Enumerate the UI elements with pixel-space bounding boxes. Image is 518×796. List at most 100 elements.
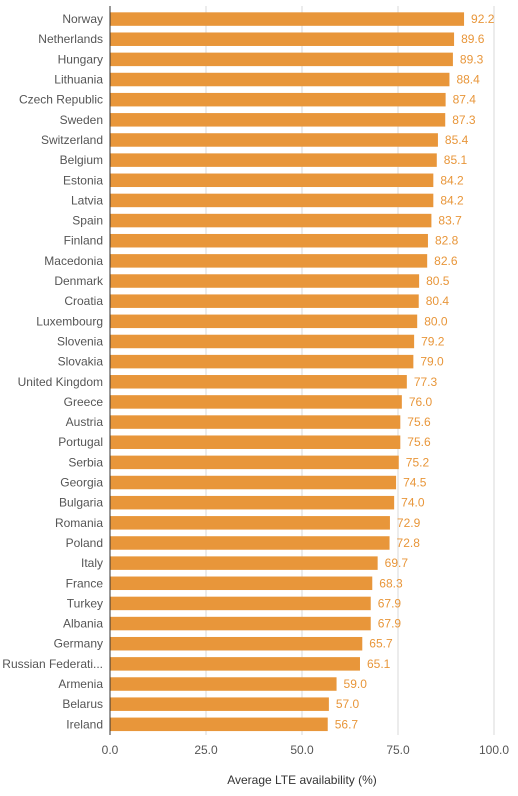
value-label: 57.0	[336, 697, 360, 711]
bar	[110, 415, 401, 429]
bar	[110, 274, 420, 288]
bar	[110, 516, 390, 530]
bar	[110, 133, 438, 147]
value-label: 89.3	[460, 52, 484, 66]
category-labels: Norway Netherlands Hungary Lithuania Czech R…	[2, 12, 104, 731]
category-label: Czech Republic	[19, 93, 103, 107]
bar	[110, 12, 465, 26]
bar	[110, 113, 446, 127]
category-label: Macedonia	[44, 254, 103, 268]
value-label: 82.6	[434, 254, 458, 268]
value-label: 72.8	[397, 536, 421, 550]
category-label: Italy	[81, 556, 103, 570]
bar	[110, 576, 373, 591]
value-label: 82.8	[435, 234, 459, 248]
value-label: 77.3	[414, 375, 438, 389]
value-label: 74.5	[403, 476, 427, 490]
value-label: 67.9	[378, 596, 402, 610]
category-label: Armenia	[58, 677, 103, 691]
bar	[110, 556, 378, 570]
value-label: 89.6	[461, 32, 485, 46]
bar	[110, 636, 363, 651]
bar	[110, 536, 390, 550]
bar	[110, 354, 414, 369]
category-label: Hungary	[58, 52, 103, 66]
value-label: 87.3	[452, 113, 476, 127]
x-axis-title: Average LTE availability (%)	[227, 773, 377, 787]
value-label: 68.3	[379, 576, 403, 590]
value-label: 74.0	[401, 496, 425, 510]
category-label: Finland	[64, 234, 103, 248]
value-label: 75.6	[407, 415, 431, 429]
value-label: 59.0	[344, 677, 368, 691]
x-tick-label: 25.0	[194, 743, 218, 757]
value-label: 87.4	[453, 93, 477, 107]
bar	[110, 72, 450, 87]
bar	[110, 294, 419, 308]
bar	[110, 717, 328, 732]
category-label: Poland	[66, 536, 103, 550]
value-label: 56.7	[335, 717, 359, 731]
bar	[110, 52, 453, 67]
value-label: 80.4	[426, 294, 450, 308]
category-label: Albania	[63, 617, 103, 631]
bar	[110, 233, 428, 248]
value-label: 84.2	[440, 193, 464, 207]
value-label: 84.2	[440, 173, 464, 187]
x-tick-label: 100.0	[479, 743, 509, 757]
value-label: 69.7	[385, 556, 409, 570]
category-label: France	[66, 576, 104, 590]
category-label: Denmark	[54, 274, 104, 288]
bar	[110, 657, 360, 671]
value-label: 92.2	[471, 12, 495, 26]
bar	[110, 697, 329, 711]
value-label: 83.7	[438, 214, 462, 228]
category-label: Netherlands	[38, 32, 103, 46]
value-label: 72.9	[397, 516, 421, 530]
category-label: Slovakia	[58, 355, 104, 369]
category-label: Russian Federati...	[2, 657, 103, 671]
bar	[110, 213, 432, 228]
category-label: Spain	[72, 214, 103, 228]
category-label: Ireland	[66, 717, 103, 731]
gridlines	[205, 6, 495, 735]
bar	[110, 153, 437, 167]
value-label: 65.7	[369, 637, 393, 651]
bar	[110, 193, 434, 208]
value-label: 85.1	[444, 153, 468, 167]
bar	[110, 173, 434, 188]
value-label: 75.6	[407, 435, 431, 449]
category-label: Luxembourg	[36, 314, 103, 328]
bar	[110, 475, 397, 490]
bar	[110, 596, 371, 611]
value-label: 79.0	[420, 355, 444, 369]
category-label: Romania	[55, 516, 103, 530]
value-label: 67.9	[378, 617, 402, 631]
bar	[110, 616, 371, 631]
value-label: 79.2	[421, 334, 445, 348]
bar	[110, 395, 402, 409]
value-label: 80.5	[426, 274, 450, 288]
category-label: Lithuania	[54, 73, 103, 87]
category-label: Georgia	[60, 476, 103, 490]
category-label: Sweden	[60, 113, 103, 127]
category-label: Serbia	[68, 455, 103, 469]
category-label: Switzerland	[41, 133, 103, 147]
bar	[110, 314, 418, 329]
bars	[110, 12, 465, 732]
category-label: Greece	[64, 395, 104, 409]
value-label: 80.0	[424, 314, 448, 328]
x-tick-labels: 0.0 25.0 50.0 75.0 100.0	[102, 743, 510, 757]
bar	[110, 92, 446, 107]
value-label: 85.4	[445, 133, 469, 147]
category-label: Norway	[62, 12, 103, 26]
category-label: Belarus	[62, 697, 103, 711]
x-tick-label: 50.0	[290, 743, 314, 757]
bar	[110, 677, 337, 691]
category-label: Turkey	[67, 596, 103, 610]
category-label: Austria	[66, 415, 104, 429]
value-label: 75.2	[406, 455, 430, 469]
bar	[110, 435, 401, 449]
category-label: Latvia	[71, 193, 103, 207]
